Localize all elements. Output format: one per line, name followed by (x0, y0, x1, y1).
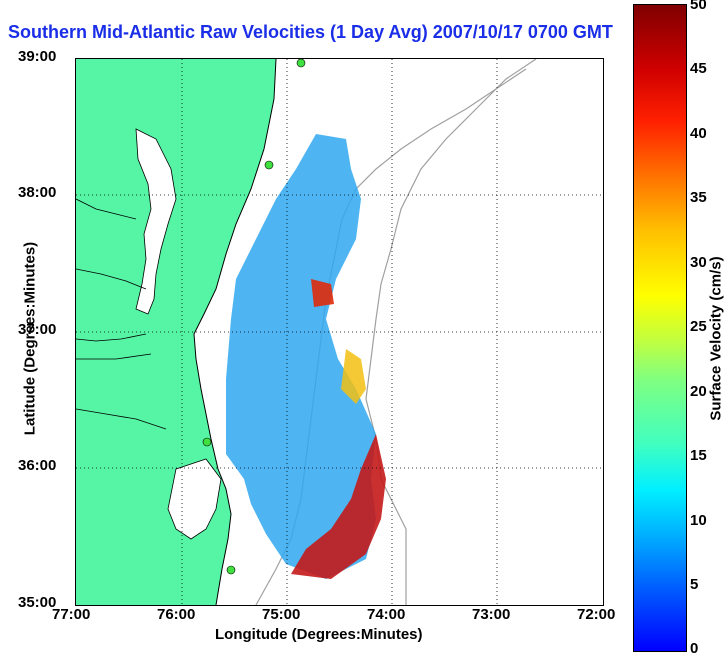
colorbar-tick-label: 0 (690, 640, 699, 657)
lat-tick-label: 38:00 (18, 184, 57, 201)
x-axis-label: Longitude (Degrees:Minutes) (215, 626, 423, 643)
lat-tick-label: 39:00 (18, 48, 57, 65)
y-axis-label: Latitude (Degrees:Minutes) (21, 241, 39, 436)
lon-tick-label: 77:00 (52, 606, 91, 623)
colorbar-tick-label: 40 (690, 125, 707, 142)
high-velocity-zone (291, 434, 386, 579)
colorbar-tick-label: 20 (690, 383, 707, 400)
pamlico-sound (167, 458, 222, 540)
river-1 (76, 198, 167, 430)
colorbar-label: Surface Velocity (cm/s) (707, 256, 724, 421)
colorbar-tick-label: 25 (690, 318, 707, 335)
lat-tick-label: 36:00 (18, 457, 57, 474)
colorbar-tick-label: 15 (690, 447, 707, 464)
colorbar-tick-label: 30 (690, 254, 707, 271)
high-velocity-spot (311, 279, 334, 307)
lat-tick-label: 35:00 (18, 594, 57, 611)
map-plot-area[interactable] (75, 58, 604, 606)
lon-tick-label: 72:00 (577, 606, 616, 623)
colorbar-tick-label: 45 (690, 60, 707, 77)
radar-station-marker[interactable] (264, 160, 274, 170)
radar-station-marker[interactable] (226, 565, 236, 575)
lon-tick-label: 73:00 (472, 606, 511, 623)
colorbar-tick-label: 50 (690, 0, 707, 13)
lon-tick-label: 76:00 (157, 606, 196, 623)
chesapeake-bay (135, 128, 177, 315)
radar-station-marker[interactable] (296, 59, 306, 68)
coastline (193, 59, 277, 605)
map-svg (76, 59, 603, 605)
colorbar-tick-label: 5 (690, 576, 699, 593)
bathymetry-contour-1 (365, 59, 537, 605)
velocity-field (226, 134, 376, 579)
lat-tick-label: 37:00 (18, 321, 57, 338)
radar-station-marker[interactable] (202, 437, 212, 447)
moderate-velocity-zone (341, 349, 366, 404)
lon-tick-label: 74:00 (367, 606, 406, 623)
colorbar-tick-label: 35 (690, 189, 707, 206)
lon-tick-label: 75:00 (262, 606, 301, 623)
colorbar-tick-label: 10 (690, 512, 707, 529)
map-title: Southern Mid-Atlantic Raw Velocities (1 … (8, 22, 613, 42)
colorbar (633, 4, 687, 652)
grid-lines (76, 59, 603, 605)
